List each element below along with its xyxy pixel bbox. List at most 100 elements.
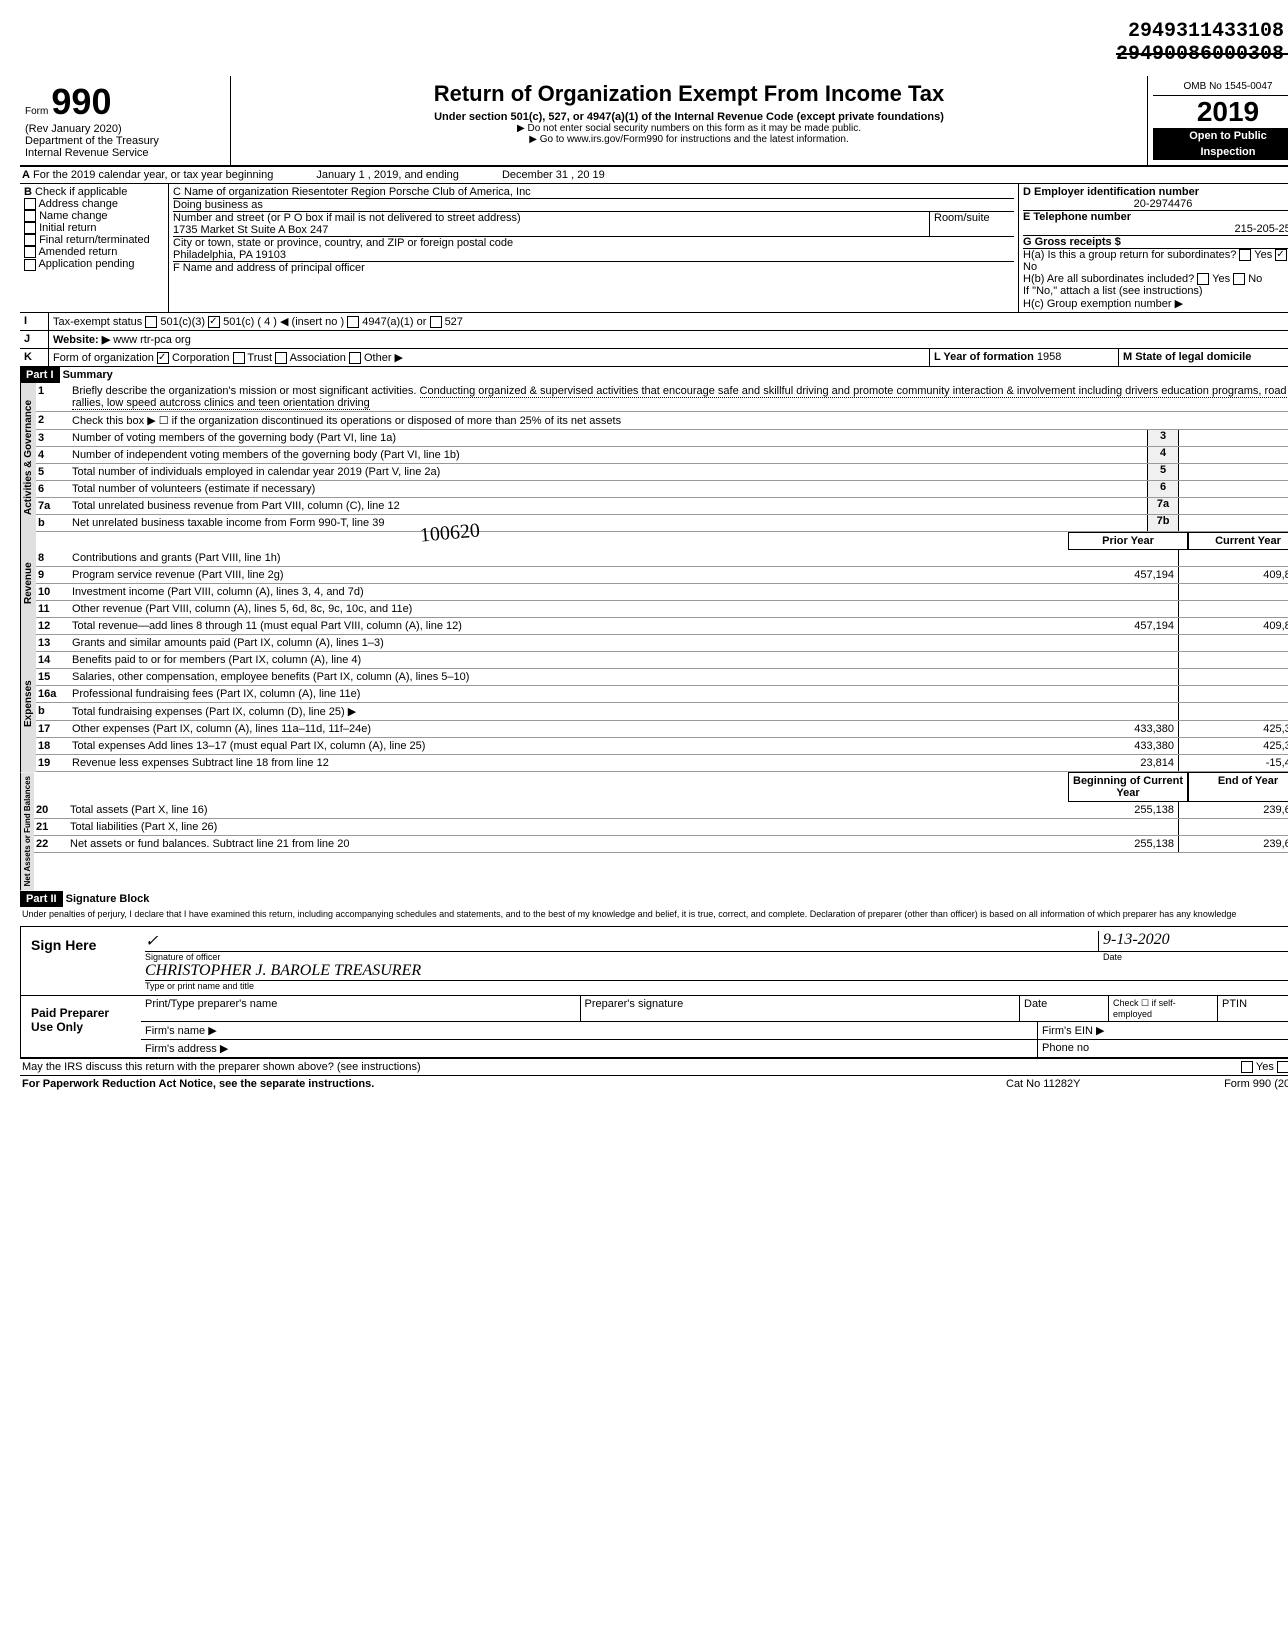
line-num: 5 [36, 464, 70, 480]
checkbox-4947[interactable] [347, 316, 359, 328]
line-num: 16a [36, 686, 70, 702]
checkbox-address-change[interactable] [24, 198, 36, 210]
end-date: December 31 [502, 169, 568, 181]
checkbox-corp[interactable] [157, 352, 169, 364]
cb-label-5: Application pending [38, 258, 134, 270]
checkbox-discuss-no[interactable] [1277, 1061, 1288, 1073]
tracking-2: 29490086000308 1 [20, 43, 1288, 66]
checkbox-501c3[interactable] [145, 316, 157, 328]
received-stamp: 100620 [419, 520, 481, 548]
checkbox-other[interactable] [349, 352, 361, 364]
line-num: 13 [36, 635, 70, 651]
title-box: Return of Organization Exempt From Incom… [231, 76, 1147, 165]
ha-label: H(a) Is this a group return for subordin… [1023, 249, 1236, 261]
prior-value: 457,194 [1050, 567, 1179, 583]
sig-date-label: Date [1103, 952, 1288, 962]
prior-value: 23,814 [1050, 755, 1179, 771]
revenue-grid: Revenue Prior Year Current Year 100620 8… [20, 532, 1288, 635]
line-label: 4 [1147, 447, 1179, 463]
line-text: Contributions and grants (Part VIII, lin… [70, 550, 1050, 566]
checkbox-527[interactable] [430, 316, 442, 328]
line-text: Total revenue—add lines 8 through 11 (mu… [70, 618, 1050, 634]
line-row: 8 Contributions and grants (Part VIII, l… [36, 550, 1288, 567]
governance-tab: Activities & Governance [20, 383, 36, 532]
checkbox-final-return[interactable] [24, 234, 36, 246]
line-label: 7a [1147, 498, 1179, 514]
line-num: 19 [36, 755, 70, 771]
line-text: Other revenue (Part VIII, column (A), li… [70, 601, 1050, 617]
line-row: 20 Total assets (Part X, line 16) 255,13… [34, 802, 1288, 819]
officer-name-title: CHRISTOPHER J. BAROLE TREASURER [145, 962, 1288, 981]
current-value: 425,382 [1179, 721, 1288, 737]
prior-value: 457,194 [1050, 618, 1179, 634]
line-row: 11 Other revenue (Part VIII, column (A),… [36, 601, 1288, 618]
addr-label: Number and street (or P O box if mail is… [173, 212, 521, 224]
netassets-grid: Net Assets or Fund Balances Beginning of… [20, 772, 1288, 890]
form-rev: (Rev January 2020) [25, 123, 225, 135]
prior-value [1050, 584, 1179, 600]
form-dept: Department of the Treasury [25, 135, 225, 147]
checkbox-initial-return[interactable] [24, 222, 36, 234]
checkbox-application-pending[interactable] [24, 259, 36, 271]
line-label: 5 [1147, 464, 1179, 480]
omb-number: OMB No 1545-0047 [1153, 81, 1288, 96]
form-header: Form 990 (Rev January 2020) Department o… [20, 76, 1288, 167]
checkbox-hb-yes[interactable] [1197, 273, 1209, 285]
opt-501c: 501(c) ( [223, 316, 261, 328]
gross-receipts-label: G Gross receipts $ [1023, 236, 1121, 248]
line-a: A For the 2019 calendar year, or tax yea… [20, 167, 1288, 184]
current-value [1179, 686, 1288, 702]
line-a-suffix: , 20 19 [571, 169, 605, 181]
name-title-label: Type or print name and title [145, 981, 1288, 991]
line-label: 7b [1147, 515, 1179, 531]
line-text: Total expenses Add lines 13–17 (must equ… [70, 738, 1050, 754]
line-row: 18 Total expenses Add lines 13–17 (must … [36, 738, 1288, 755]
firm-name-label: Firm's name ▶ [141, 1022, 1038, 1039]
year-box: OMB No 1545-0047 2019 Open to Public Ins… [1147, 76, 1288, 165]
year-formation-label: L Year of formation [934, 351, 1034, 363]
tax-year: 2019 [1153, 96, 1288, 128]
prior-value [1050, 703, 1179, 720]
line-text: Revenue less expenses Subtract line 18 f… [70, 755, 1050, 771]
begin-date: January 1 [316, 169, 364, 181]
preparer-sig-label: Preparer's signature [581, 996, 1021, 1021]
current-year-header: Current Year [1188, 532, 1288, 550]
part2-label: Part II [20, 891, 63, 907]
checkbox-hb-no[interactable] [1233, 273, 1245, 285]
line-value: 0 [1179, 515, 1288, 531]
line-row: 4 Number of independent voting members o… [36, 447, 1288, 464]
cb-label-2: Initial return [39, 222, 96, 234]
phone-label: E Telephone number [1023, 211, 1131, 223]
line-num: 22 [34, 836, 68, 852]
phone-value: 215-205-2526 [1023, 223, 1288, 235]
line-num: 21 [34, 819, 68, 835]
checkbox-trust[interactable] [233, 352, 245, 364]
hc-label: H(c) Group exemption number ▶ [1023, 297, 1288, 310]
line-text: Total number of volunteers (estimate if … [70, 481, 1147, 497]
line-num: 10 [36, 584, 70, 600]
checkbox-ha-yes[interactable] [1239, 249, 1251, 261]
expenses-tab: Expenses [20, 635, 36, 772]
prior-value [1050, 686, 1179, 702]
line-num: 17 [36, 721, 70, 737]
checkbox-amended[interactable] [24, 246, 36, 258]
line-a-mid: , 2019, and ending [368, 169, 459, 181]
city-state-zip: Philadelphia, PA 19103 [173, 249, 286, 261]
checkbox-ha-no[interactable] [1275, 249, 1287, 261]
prior-value: 255,138 [1050, 802, 1179, 818]
current-value [1179, 601, 1288, 617]
line-text: Grants and similar amounts paid (Part IX… [70, 635, 1050, 651]
checkbox-assoc[interactable] [275, 352, 287, 364]
checkbox-name-change[interactable] [24, 210, 36, 222]
checkbox-discuss-yes[interactable] [1241, 1061, 1253, 1073]
form-number-box: Form 990 (Rev January 2020) Department o… [20, 76, 231, 165]
opt-501c3: 501(c)(3) [160, 316, 205, 328]
inspection-label: Inspection [1153, 144, 1288, 160]
line-text: Number of voting members of the governin… [70, 430, 1147, 446]
room-suite-label: Room/suite [929, 212, 1014, 236]
line-row: 21 Total liabilities (Part X, line 26) [34, 819, 1288, 836]
checkbox-501c[interactable] [208, 316, 220, 328]
line-text: Total unrelated business revenue from Pa… [70, 498, 1147, 514]
form-number: 990 [51, 81, 111, 122]
website-label: Website: ▶ [53, 334, 110, 346]
